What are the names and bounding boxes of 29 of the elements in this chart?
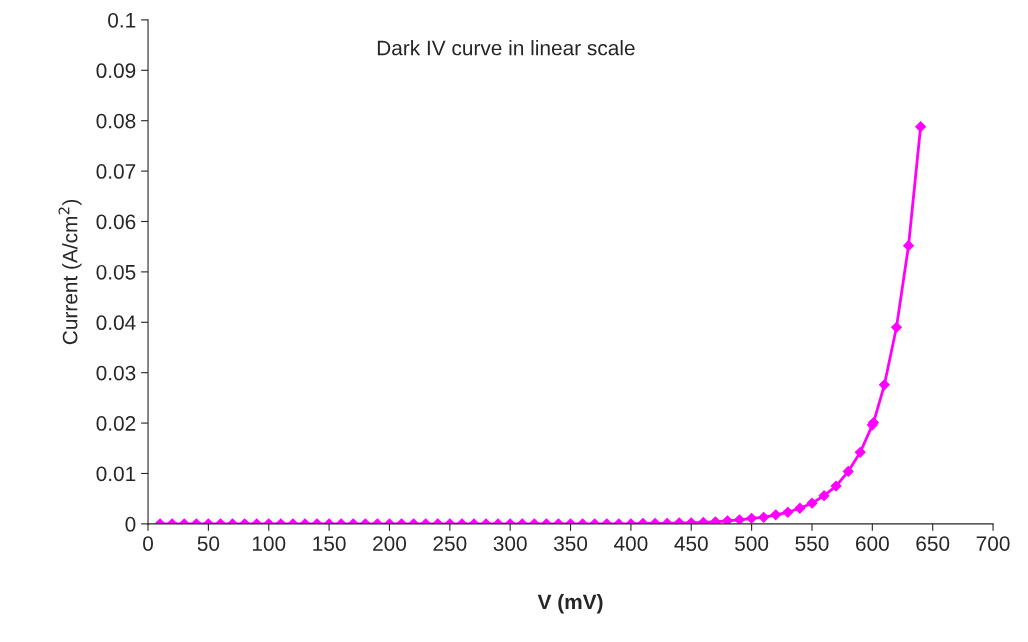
annotation: Dark IV curve in linear scale [377,40,635,56]
x-tick-label: 650 [916,536,950,551]
x-tick-label: 600 [856,536,889,551]
y-tick-label: 0.05 [96,264,136,280]
y-tick-label: 0.01 [96,466,136,482]
x-tick-label: 700 [976,536,1010,551]
x-tick-label: 0 [143,536,154,551]
x-tick-label: 400 [614,536,648,551]
y-tick-label: 0.04 [96,315,136,331]
x-tick-label: 150 [313,536,346,551]
y-tick-label: 0.1 [108,12,136,28]
y-tick-label: 0.09 [96,63,136,79]
y-tick-label: 0.06 [96,214,136,230]
x-tick-label: 250 [433,536,467,551]
x-tick-label: 300 [493,536,527,551]
x-tick-label: 450 [674,536,708,551]
y-tick-label: 0.03 [96,365,136,381]
y-tick-label: 0.02 [96,416,136,431]
x-tick-label: 50 [197,536,220,551]
y-axis-title: Current (A/cm$^{2}$) [58,199,82,345]
x-tick-label: 100 [252,536,286,551]
x-axis-title: V (mV) [537,593,603,614]
y-tick-label: 0.08 [96,113,136,129]
y-tick-label: 0 [125,516,136,532]
x-tick-label: 350 [553,536,588,551]
x-tick-label: 550 [795,536,829,551]
x-tick-label: 200 [373,536,407,551]
y-tick-label: 0.07 [96,164,136,179]
x-tick-label: 500 [735,536,769,551]
